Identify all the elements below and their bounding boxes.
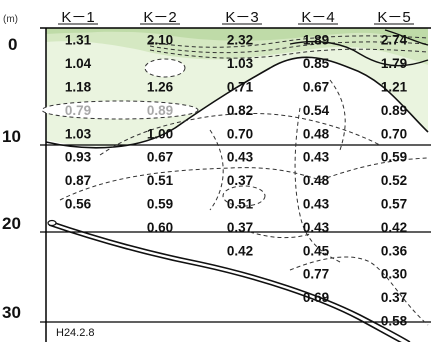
value-cell: 0.43 xyxy=(303,197,330,212)
value-cell: 1.03 xyxy=(65,126,92,141)
value-cell: 0.37 xyxy=(227,173,253,188)
contour-dashed-2 xyxy=(59,157,429,201)
value-cell: 0.45 xyxy=(303,243,330,258)
contour-dashed-1 xyxy=(99,113,381,156)
value-cell: 0.79 xyxy=(65,103,91,118)
contour-closed-k3 xyxy=(222,185,266,207)
depth-unit-label: (m) xyxy=(3,14,18,25)
value-cell: 0.51 xyxy=(147,173,174,188)
station-label-k2: K－2 xyxy=(143,9,176,26)
value-cell: 2.32 xyxy=(227,33,253,48)
contour-solid-green-edge xyxy=(45,56,429,149)
depth-axis: 0 10 20 30 xyxy=(2,35,21,322)
value-cell: 0.43 xyxy=(303,220,330,235)
frame xyxy=(40,27,431,342)
seabed-line xyxy=(47,219,411,342)
value-cell: 0.57 xyxy=(381,197,407,212)
value-cell: 1.04 xyxy=(65,56,92,71)
contour-dashed-5 xyxy=(249,231,311,239)
value-cell: 0.89 xyxy=(147,103,173,118)
value-cell: 1.26 xyxy=(147,80,174,95)
value-cell: 0.56 xyxy=(65,197,92,212)
depth-label-10: 10 xyxy=(2,127,21,146)
value-cell: 0.70 xyxy=(381,126,407,141)
value-cell: 0.85 xyxy=(303,56,330,71)
value-cell: 0.36 xyxy=(381,243,408,258)
value-cell: 1.00 xyxy=(147,126,173,141)
contour-dashed-4 xyxy=(289,256,429,326)
value-cell: 0.69 xyxy=(303,290,329,305)
value-cell: 0.59 xyxy=(381,150,407,165)
value-cell: 0.51 xyxy=(227,197,254,212)
band-dark-upper xyxy=(46,28,130,33)
depth-label-30: 30 xyxy=(2,303,21,322)
contour-lines xyxy=(41,29,429,326)
survey-date-label: H24.2.8 xyxy=(56,327,95,339)
value-cell: 2.74 xyxy=(381,33,408,48)
value-cell: 0.71 xyxy=(227,80,254,95)
contour-dashed-top-1 xyxy=(149,35,429,48)
value-cell: 1.18 xyxy=(65,80,92,95)
value-cell: 1.79 xyxy=(381,56,407,71)
value-cell: 0.60 xyxy=(147,220,173,235)
value-cell: 0.37 xyxy=(381,290,407,305)
value-cell: 0.93 xyxy=(65,150,92,165)
value-cell: 0.43 xyxy=(303,150,330,165)
value-cell: 0.37 xyxy=(227,220,253,235)
station-label-k1: K－1 xyxy=(61,9,94,26)
value-cell: 0.42 xyxy=(227,243,253,258)
seabed-line-upper xyxy=(48,220,411,342)
value-cell: 0.42 xyxy=(381,220,407,235)
contour-dashed-top-2 xyxy=(149,41,429,54)
value-cell: 0.89 xyxy=(381,103,407,118)
value-cell: 0.48 xyxy=(303,126,330,141)
value-cell: 0.67 xyxy=(303,80,329,95)
value-cell: 0.77 xyxy=(303,267,329,282)
seabed-line-start-cap xyxy=(47,219,57,227)
contour-closed-k1-k2 xyxy=(41,100,199,120)
contour-dashed-6 xyxy=(329,79,346,151)
station-label-k4: K－4 xyxy=(301,9,334,26)
value-cell: 0.52 xyxy=(381,173,407,188)
value-cell: 0.59 xyxy=(147,197,173,212)
value-cell: 0.67 xyxy=(147,150,173,165)
station-label-k3: K－3 xyxy=(225,9,258,26)
value-cell: 1.03 xyxy=(227,56,254,71)
contour-dashed-top-3 xyxy=(149,48,429,59)
value-cell: 0.43 xyxy=(227,150,254,165)
header: (m) K－1 K－2 K－3 K－4 K－5 xyxy=(3,9,414,26)
contour-dashed-3 xyxy=(294,107,341,263)
value-cell: 2.10 xyxy=(147,33,173,48)
seabed-line-lower xyxy=(48,224,402,342)
value-cell: 1.31 xyxy=(65,33,92,48)
value-cell: 0.87 xyxy=(65,173,91,188)
contour-solid-upper-right xyxy=(289,40,429,67)
band-dark xyxy=(46,28,428,46)
value-cell: 0.58 xyxy=(381,314,408,329)
value-grid: 1.31 2.10 2.32 1.89 2.74 1.04 1.03 0.85 1.79 1.18… xyxy=(65,33,408,329)
depth-label-0: 0 xyxy=(8,35,17,54)
value-cell: 1.21 xyxy=(381,80,408,95)
value-cell: 1.89 xyxy=(303,33,329,48)
contour-dashed-7 xyxy=(209,129,224,211)
value-cell: 0.48 xyxy=(303,173,330,188)
value-cell: 0.30 xyxy=(381,267,407,282)
contour-solid-lower-right xyxy=(384,29,429,46)
value-cell: 0.54 xyxy=(303,103,330,118)
value-cell: 0.70 xyxy=(227,126,253,141)
contour-closed-k2 xyxy=(144,58,186,78)
station-label-k5: K－5 xyxy=(377,9,410,26)
value-cell: 0.82 xyxy=(227,103,253,118)
depth-label-20: 20 xyxy=(2,214,21,233)
